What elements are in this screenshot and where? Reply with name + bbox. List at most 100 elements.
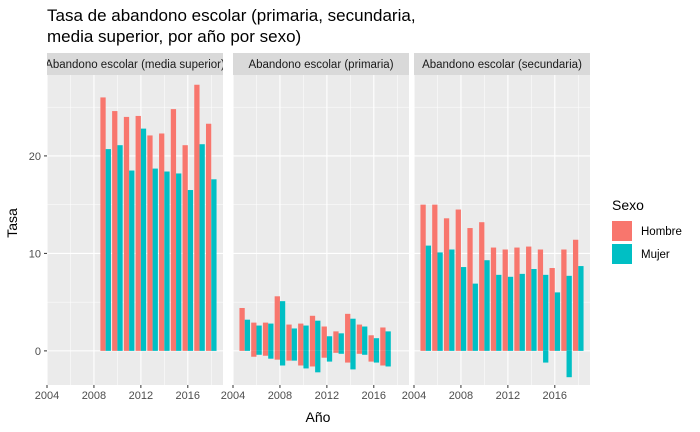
bar-hombre-2013	[333, 331, 339, 351]
x-tick-label: 2016	[362, 390, 386, 402]
bar-mujer-2007	[268, 323, 274, 351]
bar-hombre-2016	[368, 335, 374, 351]
x-tick-label: 2008	[268, 390, 292, 402]
strip-background	[414, 53, 590, 75]
bar-hombre-2017	[380, 350, 386, 366]
panel-background	[47, 75, 223, 385]
bar-mujer-2006	[256, 350, 262, 355]
panels: Abandono escolar (media superior) 2004 200…	[29, 53, 590, 402]
x-tick-label: 2012	[496, 390, 520, 402]
y-tick-label: 10	[29, 248, 41, 260]
bar-mujer-2013	[519, 273, 525, 351]
bar-hombre-2016	[549, 268, 555, 351]
bar-hombre-2010	[479, 222, 485, 351]
bar-mujer-2016	[554, 292, 561, 351]
bar-hombre-2011	[309, 350, 316, 367]
bar-hombre-2014	[345, 350, 351, 363]
bar-hombre-2016	[182, 145, 188, 351]
x-tick-label: 2012	[129, 390, 153, 402]
bar-mujer-2009	[291, 328, 297, 351]
bar-mujer-2017	[199, 144, 205, 351]
x-tick-label: 2008	[82, 390, 106, 402]
bar-hombre-2012	[321, 350, 327, 358]
bar-mujer-2015	[543, 350, 549, 363]
bar-mujer-2011	[129, 170, 135, 351]
bar-mujer-2005	[425, 245, 432, 351]
bar-mujer-2017	[385, 331, 391, 351]
x-tick-label: 2016	[543, 390, 567, 402]
legend-label-mujer: Mujer	[641, 249, 670, 261]
chart-title-line2: media superior, por año por sexo)	[47, 27, 301, 46]
x-tick-label: 2004	[402, 390, 426, 402]
x-tick-label: 2008	[449, 390, 473, 402]
bar-hombre-2009	[100, 97, 106, 351]
bar-hombre-2006	[251, 322, 257, 351]
bar-hombre-2017	[561, 249, 567, 351]
bar-hombre-2014	[345, 313, 351, 351]
bar-hombre-2008	[455, 209, 461, 351]
bar-hombre-2018	[572, 239, 579, 351]
bar-hombre-2016	[368, 350, 374, 362]
bar-mujer-2006	[437, 252, 443, 351]
bar-mujer-2017	[566, 275, 572, 351]
bar-mujer-2017	[385, 350, 391, 367]
bar-mujer-2007	[268, 350, 274, 359]
x-tick-label: 2004	[221, 390, 245, 402]
bar-mujer-2010	[303, 325, 309, 351]
bar-hombre-2008	[274, 296, 280, 351]
bar-mujer-2014	[350, 318, 356, 351]
bar-mujer-2005	[244, 319, 251, 351]
bar-mujer-2008	[279, 301, 286, 351]
bar-mujer-2012	[140, 128, 147, 351]
bar-hombre-2015	[356, 324, 363, 351]
bar-hombre-2007	[262, 350, 269, 356]
bar-hombre-2011	[490, 247, 497, 351]
bar-mujer-2007	[449, 249, 455, 351]
legend-title: Sexo	[612, 197, 644, 213]
bars	[100, 84, 217, 351]
legend-key-hombre	[612, 221, 632, 241]
bar-mujer-2018	[211, 179, 217, 351]
bar-hombre-2012	[321, 326, 327, 351]
strip-label: Abandono escolar (media superior)	[45, 59, 225, 71]
bar-hombre-2007	[443, 218, 450, 351]
bar-mujer-2015	[362, 350, 368, 355]
bar-mujer-2009	[105, 149, 111, 351]
bar-hombre-2014	[159, 133, 165, 351]
bar-mujer-2010	[484, 260, 490, 351]
bar-hombre-2017	[194, 84, 200, 351]
y-tick-label: 20	[29, 151, 41, 163]
bar-mujer-2008	[279, 350, 286, 366]
bar-mujer-2011	[315, 320, 321, 351]
bar-hombre-2017	[380, 327, 386, 351]
strip-background	[47, 53, 223, 75]
bar-hombre-2011	[309, 315, 316, 351]
strip-label: Abandono escolar (primaria)	[248, 59, 393, 71]
bar-mujer-2012	[326, 336, 333, 351]
bar-hombre-2006	[432, 204, 438, 351]
bar-hombre-2010	[298, 350, 304, 366]
bar-mujer-2008	[460, 267, 467, 351]
x-axis-title: Año	[306, 409, 331, 425]
bar-hombre-2012	[135, 115, 141, 351]
y-axis-title: Tasa	[4, 208, 20, 238]
bar-mujer-2018	[578, 266, 584, 351]
bar-hombre-2011	[123, 116, 130, 351]
bar-hombre-2007	[262, 322, 269, 351]
bar-mujer-2015	[543, 274, 549, 351]
legend-label-hombre: Hombre	[641, 226, 682, 238]
bar-mujer-2013	[338, 350, 344, 354]
bar-hombre-2008	[274, 350, 280, 360]
bar-hombre-2015	[170, 109, 177, 351]
bar-mujer-2016	[373, 338, 380, 351]
x-tick-label: 2016	[176, 390, 200, 402]
bar-mujer-2009	[291, 350, 297, 361]
bar-hombre-2013	[514, 247, 520, 351]
bar-mujer-2014	[531, 268, 537, 351]
bar-mujer-2013	[152, 168, 158, 351]
legend-key-mujer	[612, 244, 632, 264]
bar-mujer-2010	[303, 350, 309, 369]
bar-hombre-2010	[298, 323, 304, 351]
chart-title-line1: Tasa de abandono escolar (primaria, secu…	[47, 6, 416, 25]
